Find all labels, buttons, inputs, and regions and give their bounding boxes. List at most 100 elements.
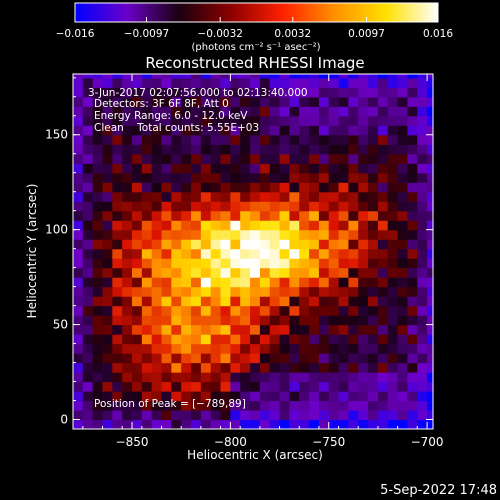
heatmap-cell (269, 419, 281, 429)
heatmap-cell (82, 182, 94, 193)
heatmap-cell (250, 400, 261, 411)
heatmap-cell (92, 258, 104, 269)
heatmap-cell (328, 153, 340, 164)
heatmap-cell (387, 106, 399, 117)
heatmap-cell (358, 258, 369, 269)
heatmap-cell (141, 74, 153, 79)
heatmap-cell (210, 286, 222, 297)
heatmap-cell (82, 305, 94, 316)
heatmap-cell (210, 210, 222, 221)
heatmap-cell (240, 191, 251, 202)
heatmap-cell (289, 305, 300, 316)
heatmap-cell (102, 106, 113, 117)
heatmap-cell (210, 77, 222, 88)
colorbar-gradient (74, 2, 439, 23)
heatmap-cell (230, 220, 241, 231)
heatmap-cell (171, 324, 182, 335)
heatmap-cell (82, 77, 94, 88)
heatmap-cell (102, 220, 113, 231)
heatmap-cell (141, 324, 153, 335)
heatmap-cell (328, 106, 340, 117)
heatmap-cell (161, 163, 172, 174)
heatmap-cell (210, 334, 222, 345)
heatmap-cell (240, 201, 251, 212)
heatmap-cell (92, 381, 104, 392)
heatmap-cell (269, 87, 281, 98)
heatmap-cell (318, 419, 330, 429)
heatmap-cell (73, 172, 84, 183)
heatmap-cell (92, 153, 104, 164)
heatmap-cell (82, 96, 94, 107)
heatmap-cell (318, 74, 330, 79)
heatmap-cell (181, 400, 192, 411)
heatmap-cell (259, 74, 271, 79)
heatmap-cell (191, 153, 202, 164)
heatmap-cell (122, 77, 133, 88)
heatmap-cell (200, 153, 212, 164)
heatmap-cell (132, 267, 143, 278)
heatmap-cell (377, 400, 389, 411)
heatmap-cell (299, 286, 310, 297)
heatmap-cell (269, 134, 281, 145)
heatmap-cell (368, 144, 379, 155)
heatmap-cell (377, 277, 389, 288)
heatmap-cell (250, 353, 261, 364)
heatmap-cell (151, 210, 163, 221)
heatmap-cell (161, 77, 172, 88)
heatmap-cell (397, 410, 409, 421)
heatmap-cell (141, 153, 153, 164)
heatmap-cell (73, 362, 84, 373)
heatmap-cell (338, 96, 350, 107)
heatmap-cell (269, 125, 281, 136)
heatmap-cell (82, 362, 94, 373)
heatmap-cell (299, 362, 310, 373)
heatmap-cell (338, 305, 350, 316)
heatmap-cell (171, 77, 182, 88)
heatmap-cell (73, 296, 84, 307)
heatmap-cell (112, 267, 123, 278)
heatmap-cell (230, 419, 241, 429)
heatmap-cell (397, 296, 409, 307)
heatmap-cell (269, 362, 281, 373)
heatmap-cell (122, 343, 133, 354)
heatmap-cell (387, 163, 399, 174)
heatmap-cell (112, 277, 123, 288)
heatmap-cell (368, 239, 379, 250)
heatmap-cell (309, 125, 320, 136)
heatmap-cell (348, 210, 359, 221)
heatmap-cell (220, 96, 231, 107)
heatmap-cell (82, 381, 94, 392)
heatmap-cell (220, 87, 231, 98)
heatmap-cell (299, 191, 310, 202)
heatmap-cell (397, 191, 409, 202)
heatmap-cell (368, 334, 379, 345)
heatmap-cell (387, 229, 399, 240)
heatmap-cell (112, 77, 123, 88)
heatmap-cell (348, 362, 359, 373)
heatmap-cell (220, 220, 231, 231)
chart-title: Reconstructed RHESSI Image (145, 54, 364, 72)
heatmap-cell (259, 172, 271, 183)
heatmap-cell (132, 324, 143, 335)
heatmap-cell (368, 210, 379, 221)
heatmap-cell (210, 372, 222, 383)
heatmap-cell (259, 248, 271, 259)
heatmap-cell (181, 229, 192, 240)
heatmap-cell (151, 115, 163, 126)
heatmap-cell (348, 343, 359, 354)
heatmap-cell (151, 163, 163, 174)
heatmap-cell (171, 210, 182, 221)
heatmap-cell (250, 153, 261, 164)
heatmap-cell (141, 267, 153, 278)
heatmap-cell (279, 381, 290, 392)
heatmap-cell (73, 305, 84, 316)
heatmap-cell (210, 381, 222, 392)
heatmap-cell (318, 172, 330, 183)
heatmap-cell (417, 191, 428, 202)
heatmap-cell (240, 419, 251, 429)
heatmap-cell (151, 277, 163, 288)
heatmap-cell (82, 125, 94, 136)
heatmap-cell (377, 210, 389, 221)
heatmap-cell (122, 296, 133, 307)
heatmap-cell (171, 172, 182, 183)
